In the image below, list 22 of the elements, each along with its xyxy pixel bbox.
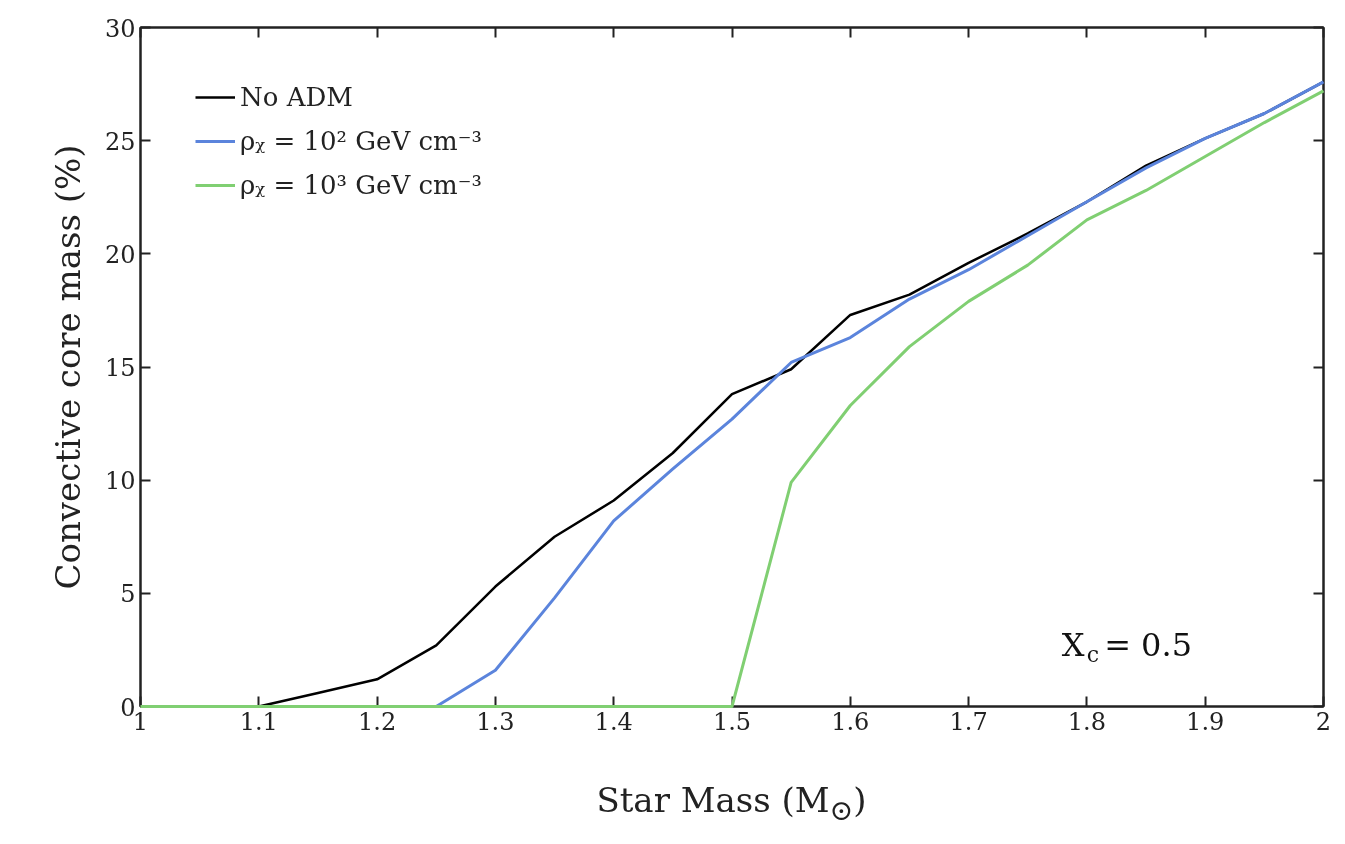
x-tick-label: 1.7 xyxy=(949,707,988,736)
y-tick-label: 10 xyxy=(104,467,136,496)
x-tick-label: 1.5 xyxy=(712,707,752,736)
legend-label: No ADM xyxy=(240,82,353,112)
x-tick-label: 1.4 xyxy=(594,707,633,736)
x-axis-title: Star Mass (M$_{⊙}$) xyxy=(596,779,867,829)
y-axis-title: Convective core mass (%) xyxy=(47,144,88,590)
x-tick-label: 2 xyxy=(1315,707,1332,736)
x-tick-label: 1.3 xyxy=(476,707,515,736)
y-tick-label: 20 xyxy=(104,240,136,269)
y-tick-label: 30 xyxy=(104,14,136,43)
x-tick-label: 1.2 xyxy=(358,707,397,736)
legend-label: ρᵪ = 10² GeV cm⁻³ xyxy=(240,126,482,156)
x-tick-label: 1.6 xyxy=(831,707,870,736)
y-tick-label: 5 xyxy=(120,580,136,609)
y-tick-label: 0 xyxy=(120,693,136,722)
y-tick-label: 25 xyxy=(104,127,136,156)
x-tick-label: 1.8 xyxy=(1067,707,1106,736)
x-tick-label: 1.9 xyxy=(1186,707,1225,736)
legend-label: ρᵪ = 10³ GeV cm⁻³ xyxy=(240,170,482,200)
x-tick-label: 1.1 xyxy=(239,707,278,736)
y-tick-label: 15 xyxy=(104,354,136,382)
